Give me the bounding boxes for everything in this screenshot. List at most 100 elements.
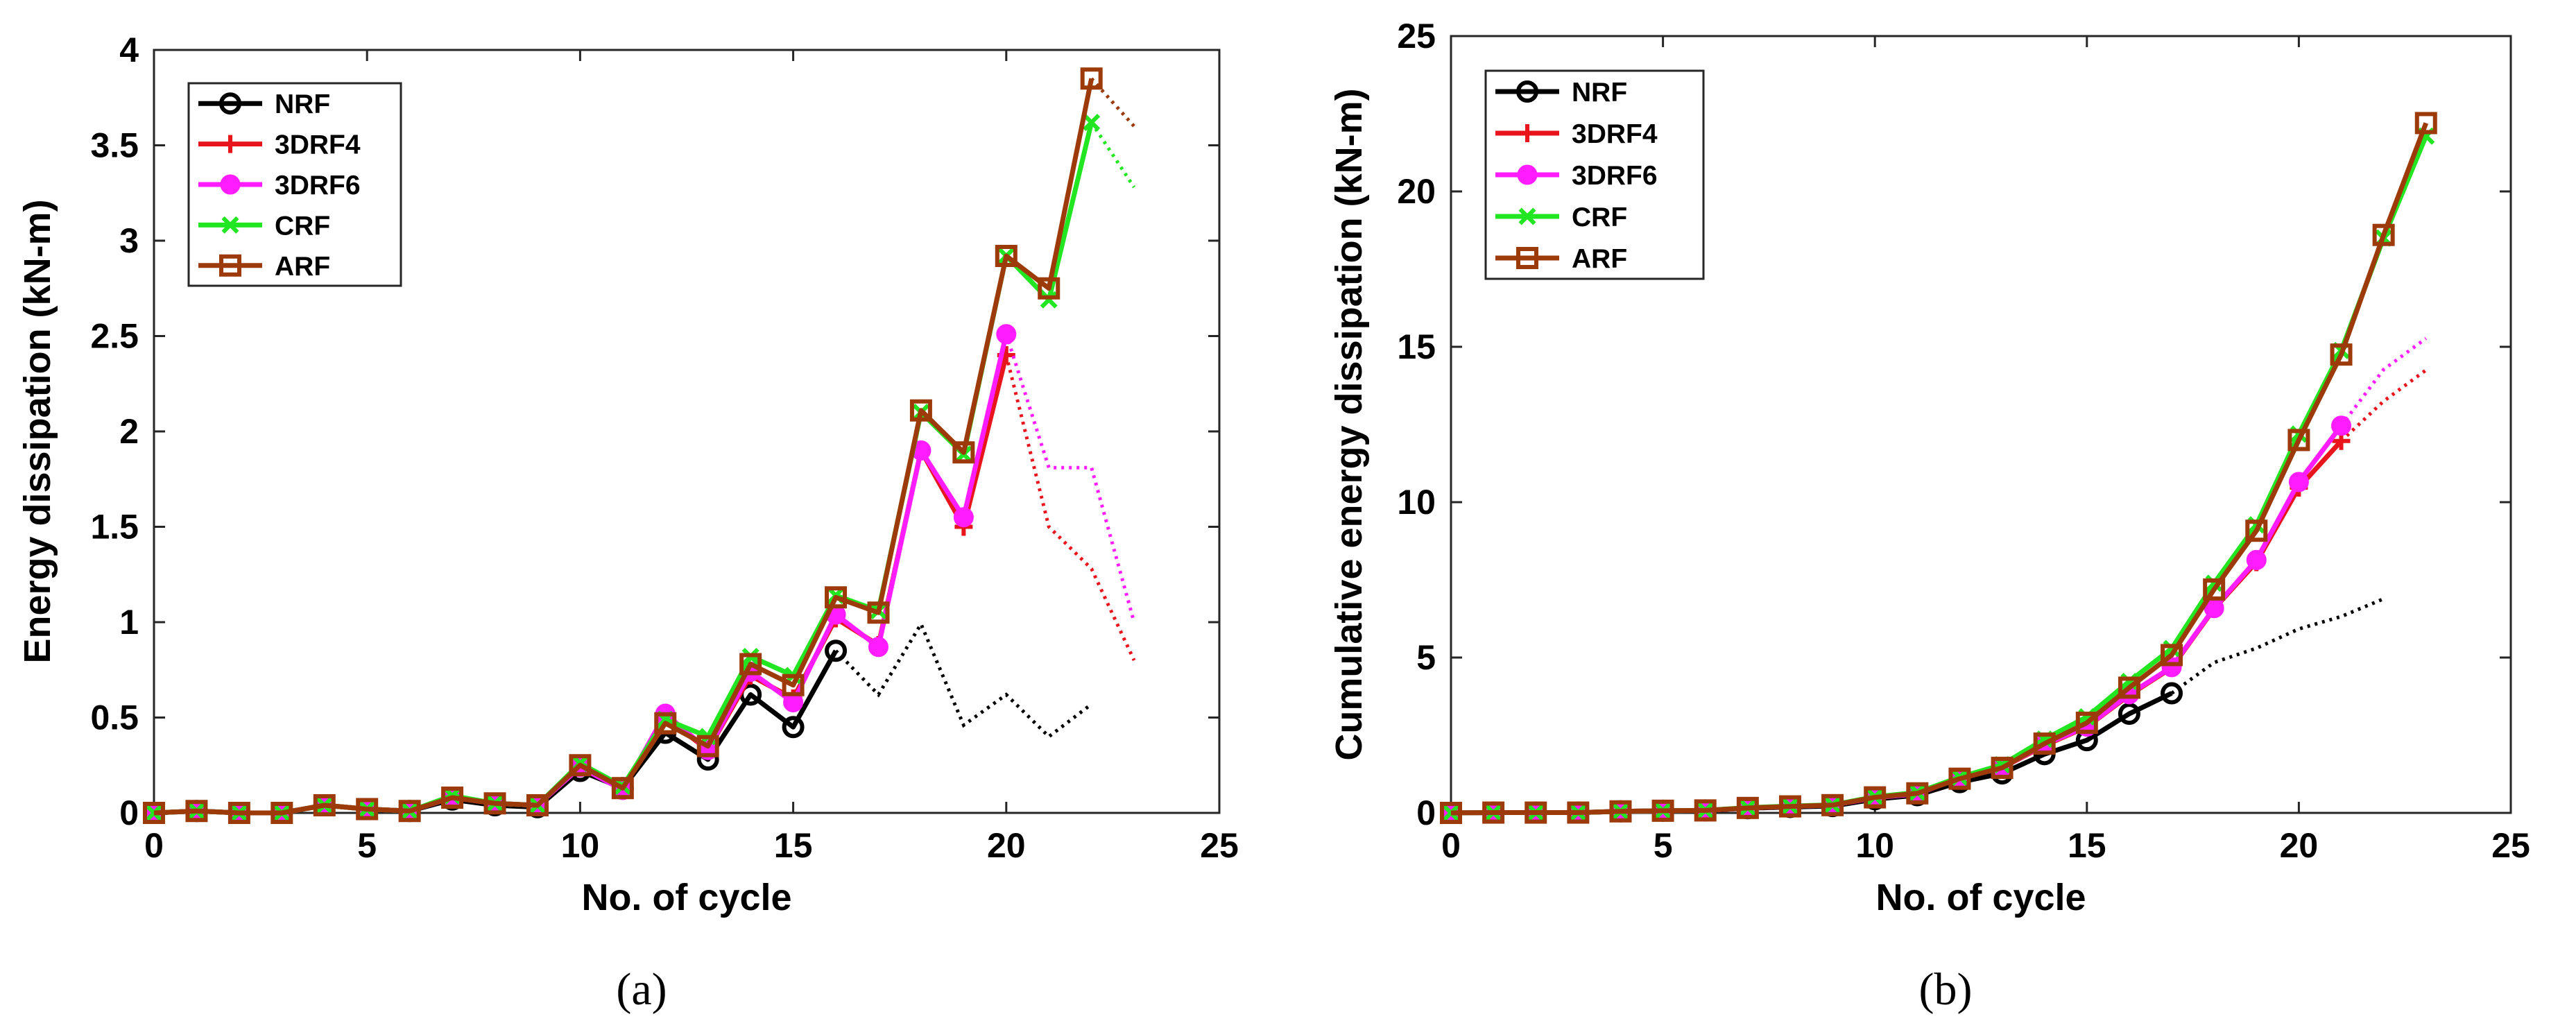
legend-marker-NRF: [1516, 80, 1538, 103]
legend-label-ARF: ARF: [1572, 244, 1627, 274]
x-axis-title: No. of cycle: [1875, 877, 2086, 918]
series-ARF-point: [2245, 520, 2268, 542]
series-ARF-point: [526, 794, 549, 816]
series-ARF-point: [1609, 800, 1632, 823]
series-ARF-point: [1864, 786, 1887, 809]
x-tick-label: 5: [357, 826, 377, 865]
x-tick-label: 15: [774, 826, 813, 865]
x-tick-label: 20: [2280, 826, 2319, 865]
series-ARF-point: [952, 441, 975, 464]
series-ARF-point: [2161, 644, 2183, 667]
series-ARF: [143, 67, 1135, 824]
series-3DRF6-point: [868, 637, 888, 658]
y-tick-label: 2: [119, 412, 139, 451]
series-ARF-point: [739, 653, 762, 676]
x-tick-label: 25: [2491, 826, 2530, 865]
y-tick-label: 3: [119, 221, 139, 260]
series-ARF-point: [185, 800, 208, 823]
legend-marker-CRF: [1518, 207, 1536, 225]
y-tick-label: 4: [119, 31, 139, 69]
series-3DRF6-point: [2288, 472, 2309, 492]
series-CRF-dotted-line: [1090, 121, 1136, 189]
series-ARF-point: [1482, 801, 1505, 824]
series-ARF-point: [611, 777, 634, 800]
y-tick-label: 5: [1416, 638, 1436, 677]
y-tick-label: 0: [1416, 793, 1436, 832]
series-ARF-point: [2075, 712, 2098, 735]
y-tick-label: 3.5: [90, 126, 139, 165]
legend-marker-3DRF6: [1517, 164, 1538, 185]
series-ARF-point: [2372, 223, 2395, 246]
y-tick-label: 20: [1397, 172, 1436, 211]
series-3DRF4-dotted-line: [1004, 354, 1136, 662]
legend-marker-3DRF6: [220, 174, 241, 195]
series-ARF-point: [1694, 799, 1717, 822]
series-ARF-point: [2203, 578, 2226, 601]
legend-label-3DRF4: 3DRF4: [275, 130, 361, 160]
series-ARF: [1440, 112, 2437, 824]
series-ARF-point: [1991, 757, 2013, 780]
series-NRF-point: [825, 640, 848, 662]
panel-caption: (a): [616, 964, 667, 1015]
series-ARF-point: [825, 586, 848, 609]
legend-label-NRF: NRF: [1572, 78, 1627, 108]
legend-label-3DRF4: 3DRF4: [1572, 119, 1658, 149]
series-ARF-point: [995, 245, 1017, 267]
legend-marker-CRF: [221, 216, 239, 234]
chart-panel-b: 0 5 10 15 20 25 0 5 10 15 20 25 No. of cycle Cumulati…: [1328, 17, 2530, 1015]
series-CRF-point: [1040, 291, 1058, 309]
series-ARF-point: [2033, 732, 2056, 755]
series-ARF-point: [2118, 676, 2140, 699]
legend-label-NRF: NRF: [275, 89, 330, 119]
series-ARF-point: [1440, 802, 1462, 824]
legend: NRF 3DRF4 3DRF6 CRF ARF: [1484, 69, 1705, 280]
series-NRF-point: [782, 716, 805, 739]
y-axis-title: Cumulative energy dissipation (kN-m): [1328, 88, 1370, 760]
y-tick-label: 2.5: [90, 317, 139, 356]
x-tick-label: 5: [1654, 826, 1673, 865]
series-NRF-dotted-line: [834, 620, 1093, 739]
legend-marker-3DRF4: [1518, 124, 1536, 142]
series-ARF-point: [569, 754, 592, 777]
series-ARF-point: [2330, 343, 2353, 366]
panel-caption: (b): [1919, 964, 1973, 1015]
legend-label-CRF: CRF: [275, 211, 330, 241]
series-ARF-point: [356, 798, 379, 821]
legend-marker-ARF: [219, 254, 241, 277]
series-ARF-point: [398, 800, 421, 823]
x-axis-title: No. of cycle: [581, 877, 791, 918]
series-ARF-point: [696, 735, 719, 757]
series-ARF-point: [1567, 801, 1590, 824]
legend-label-CRF: CRF: [1572, 203, 1627, 232]
series-ARF-point: [654, 712, 677, 735]
series-3DRF4-dotted-line: [2339, 368, 2428, 443]
series-3DRF6-point: [2331, 415, 2352, 436]
series-ARF-point: [483, 792, 506, 815]
y-tick-label: 1: [119, 603, 139, 642]
series-ARF-point: [782, 673, 805, 696]
x-tick-label: 20: [987, 826, 1026, 865]
series-ARF-point: [441, 787, 464, 809]
series-ARF-point: [1525, 801, 1547, 824]
series-ARF-point: [1080, 67, 1103, 90]
series-NRF-point: [2118, 703, 2140, 726]
series-ARF-point: [1821, 793, 1844, 816]
series-ARF-point: [1736, 796, 1759, 819]
series-ARF-point: [867, 601, 890, 624]
series-3DRF6-point: [953, 507, 974, 528]
x-tick-label: 0: [1441, 826, 1461, 865]
legend-marker-3DRF4: [221, 135, 239, 153]
chart-panel-a: 0 5 10 15 20 25 0 0.5 1 1.5 2 2.5 3 3.5 4 No. of cycle E…: [17, 31, 1239, 1015]
series-ARF-point: [271, 802, 293, 824]
legend-label-ARF: ARF: [275, 252, 330, 282]
series-ARF-point: [1778, 795, 1801, 818]
y-tick-label: 10: [1397, 483, 1436, 522]
x-tick-label: 10: [1855, 826, 1894, 865]
x-tick-label: 0: [144, 826, 164, 865]
series-ARF-point: [313, 794, 336, 816]
series-ARF-point: [227, 802, 250, 824]
y-tick-label: 0.5: [90, 698, 139, 737]
y-tick-label: 15: [1397, 327, 1436, 366]
series-3DRF6-point: [996, 324, 1017, 345]
y-tick-label: 25: [1397, 17, 1436, 55]
